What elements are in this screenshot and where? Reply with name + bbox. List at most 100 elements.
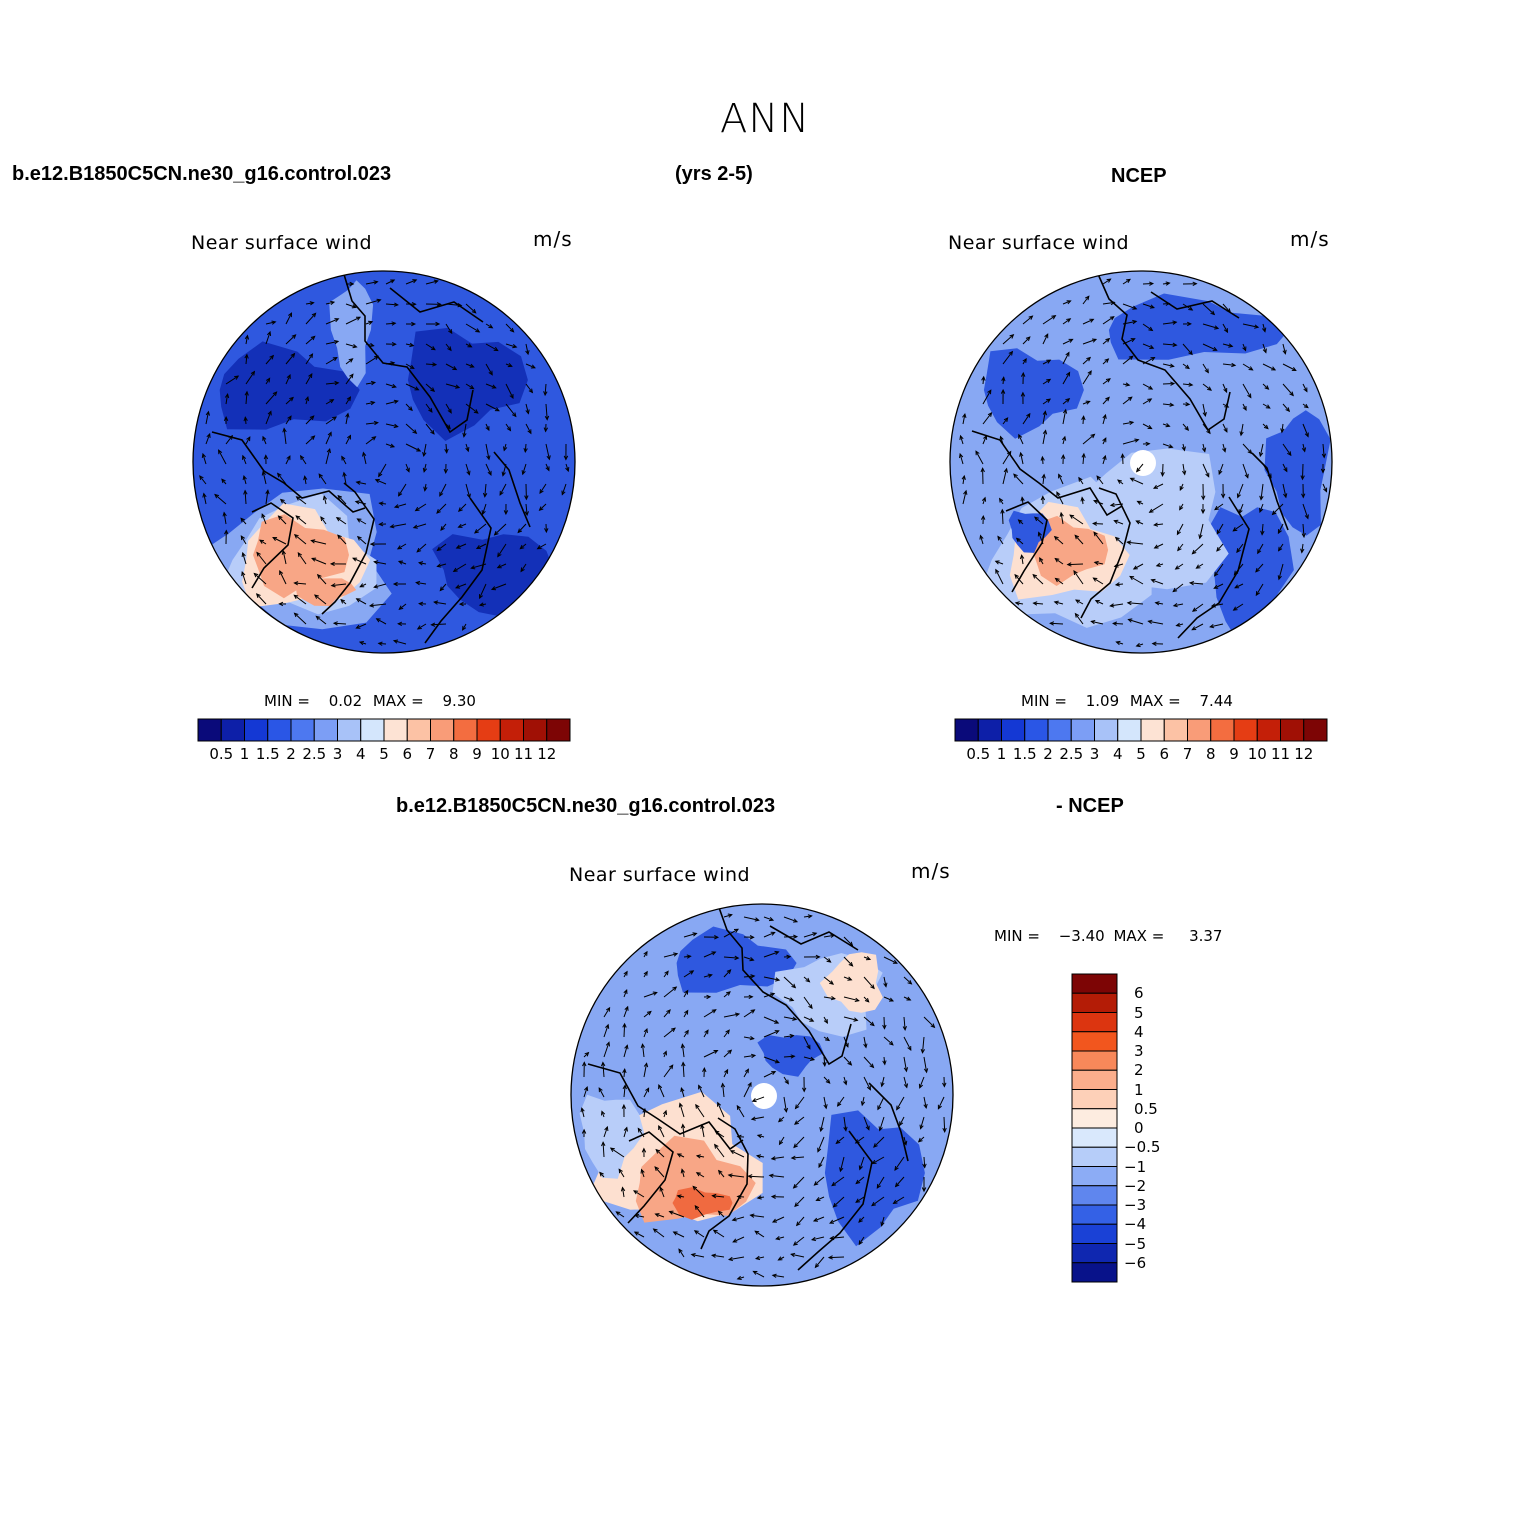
obs-wind-vector (1041, 456, 1044, 465)
obs-wind-vector-head (1321, 453, 1327, 459)
model-wind-vector-head (303, 475, 308, 481)
model-wind-vector (502, 463, 507, 476)
obs-wind-vector (1102, 338, 1110, 345)
diff-wind-vector-head (792, 1183, 798, 1189)
model-colorbar-box (499, 718, 524, 742)
model-wind-vector-head (311, 557, 317, 562)
model-wind-vector-head (511, 412, 517, 418)
obs-wind-vector-head (1304, 432, 1309, 438)
obs-wind-vector (1042, 474, 1045, 485)
model-wind-vector (256, 552, 267, 565)
diff-wind-vector (855, 1136, 865, 1144)
diff-wind-vector-head (729, 1150, 735, 1155)
obs-wind-vector (1282, 363, 1297, 371)
model-wind-vector (265, 321, 276, 325)
model-wind-vector-head (205, 410, 210, 416)
model-wind-vector (431, 623, 447, 626)
model-wind-vector (476, 543, 487, 549)
model-wind-vector (458, 503, 467, 512)
diff-wind-vector (823, 1076, 831, 1084)
obs-wind-vector-head (959, 434, 964, 440)
diff-wind-vector-head (756, 1195, 762, 1200)
obs-wind-vector-head (1019, 554, 1025, 560)
model-wind-vector-head (206, 432, 211, 438)
diff-wind-vector (703, 1029, 709, 1038)
model-wind-vector-head (253, 572, 259, 578)
diff-wind-vector-head (678, 1248, 683, 1254)
obs-wind-vector-head (1304, 514, 1309, 520)
case-name: b.e12.B1850C5CN.ne30_g16.control.023 (12, 163, 392, 185)
obs-wind-vector-head (1015, 537, 1021, 543)
diff-wind-vector-head (672, 986, 678, 991)
diff-wind-vector-head (724, 1068, 729, 1074)
diff-wind-vector-head (695, 1154, 701, 1159)
model-wind-vector-head (356, 535, 362, 541)
diff-coastline (627, 1131, 674, 1224)
diff-wind-vector-head (717, 1169, 723, 1175)
diff-wind-vector (643, 1108, 646, 1118)
model-wind-vector (539, 503, 547, 511)
diff-wind-vector (793, 1176, 805, 1189)
model-wind-vector (423, 463, 427, 472)
obs-wind-vector-head (1032, 573, 1038, 579)
obs-wind-vector (1082, 338, 1097, 345)
diff-wind-vector (696, 1155, 705, 1158)
obs-missing-data (1130, 450, 1156, 476)
diff-wind-vector-head (637, 1127, 642, 1133)
diff-wind-vector-head (923, 1103, 928, 1110)
obs-colorbar-tick-label: 3 (1089, 745, 1100, 763)
diff-wind-vector-head (711, 1193, 717, 1199)
model-wind-vector (285, 374, 291, 385)
model-wind-vector (336, 517, 347, 525)
model-wind-vector-head (315, 615, 321, 621)
obs-wind-vector (1282, 383, 1294, 396)
model-wind-vector (362, 452, 367, 465)
diff-wind-vector (698, 1085, 705, 1098)
obs-wind-vector-head (1239, 431, 1244, 437)
obs-wind-vector-head (1147, 425, 1153, 430)
model-wind-vector-head (545, 466, 550, 472)
diff-wind-vector (723, 914, 732, 918)
model-wind-vector-head (488, 370, 493, 376)
diff-wind-vector-head (714, 1143, 719, 1149)
obs-wind-vector-head (1125, 382, 1131, 387)
obs-wind-vector-head (1236, 548, 1241, 554)
model-wind-vector-head (279, 569, 284, 575)
diff-wind-vector (858, 1236, 865, 1245)
obs-wind-vector-head (1231, 362, 1237, 368)
obs-wind-vector (1162, 463, 1164, 476)
diff-wind-vector (703, 1050, 718, 1058)
obs-wind-vector (1196, 563, 1204, 569)
model-wind-vector (345, 413, 349, 425)
model-wind-vector (525, 343, 529, 355)
diff-wind-vector (843, 1056, 852, 1066)
obs-wind-vector-head (1084, 295, 1090, 301)
diff-wind-vector (751, 1116, 765, 1120)
model-wind-vector (405, 343, 414, 347)
model-wind-vector-head (288, 312, 293, 318)
diff-wind-vector-head (662, 1050, 667, 1056)
model-wind-vector-head (241, 551, 246, 557)
diff-wind-vector-head (809, 1056, 816, 1061)
obs-wind-vector-head (1185, 364, 1190, 370)
model-wind-vector-head (487, 470, 492, 476)
diff-colorbar-tick-label: 3 (1134, 1042, 1144, 1060)
model-wind-vector-head (354, 500, 360, 505)
model-wind-vector-head (430, 387, 436, 392)
model-wind-vector-head (499, 490, 504, 496)
diff-wind-vector (843, 1076, 847, 1085)
obs-wind-vector (1082, 400, 1090, 405)
model-wind-vector (225, 394, 229, 405)
model-wind-vector (465, 403, 479, 414)
model-wind-vector (405, 443, 421, 452)
model-wind-vector (245, 354, 248, 365)
diff-wind-vector-head (768, 917, 775, 922)
diff-wind-vector-head (643, 1062, 649, 1068)
model-colorbar (197, 718, 571, 742)
model-wind-vector-head (355, 480, 361, 485)
model-wind-vector (491, 583, 507, 590)
obs-wind-vector-head (1147, 619, 1153, 624)
model-wind-vector (374, 561, 387, 565)
model-wind-vector-head (493, 530, 499, 536)
obs-max-value: 7.44 (1199, 692, 1233, 710)
